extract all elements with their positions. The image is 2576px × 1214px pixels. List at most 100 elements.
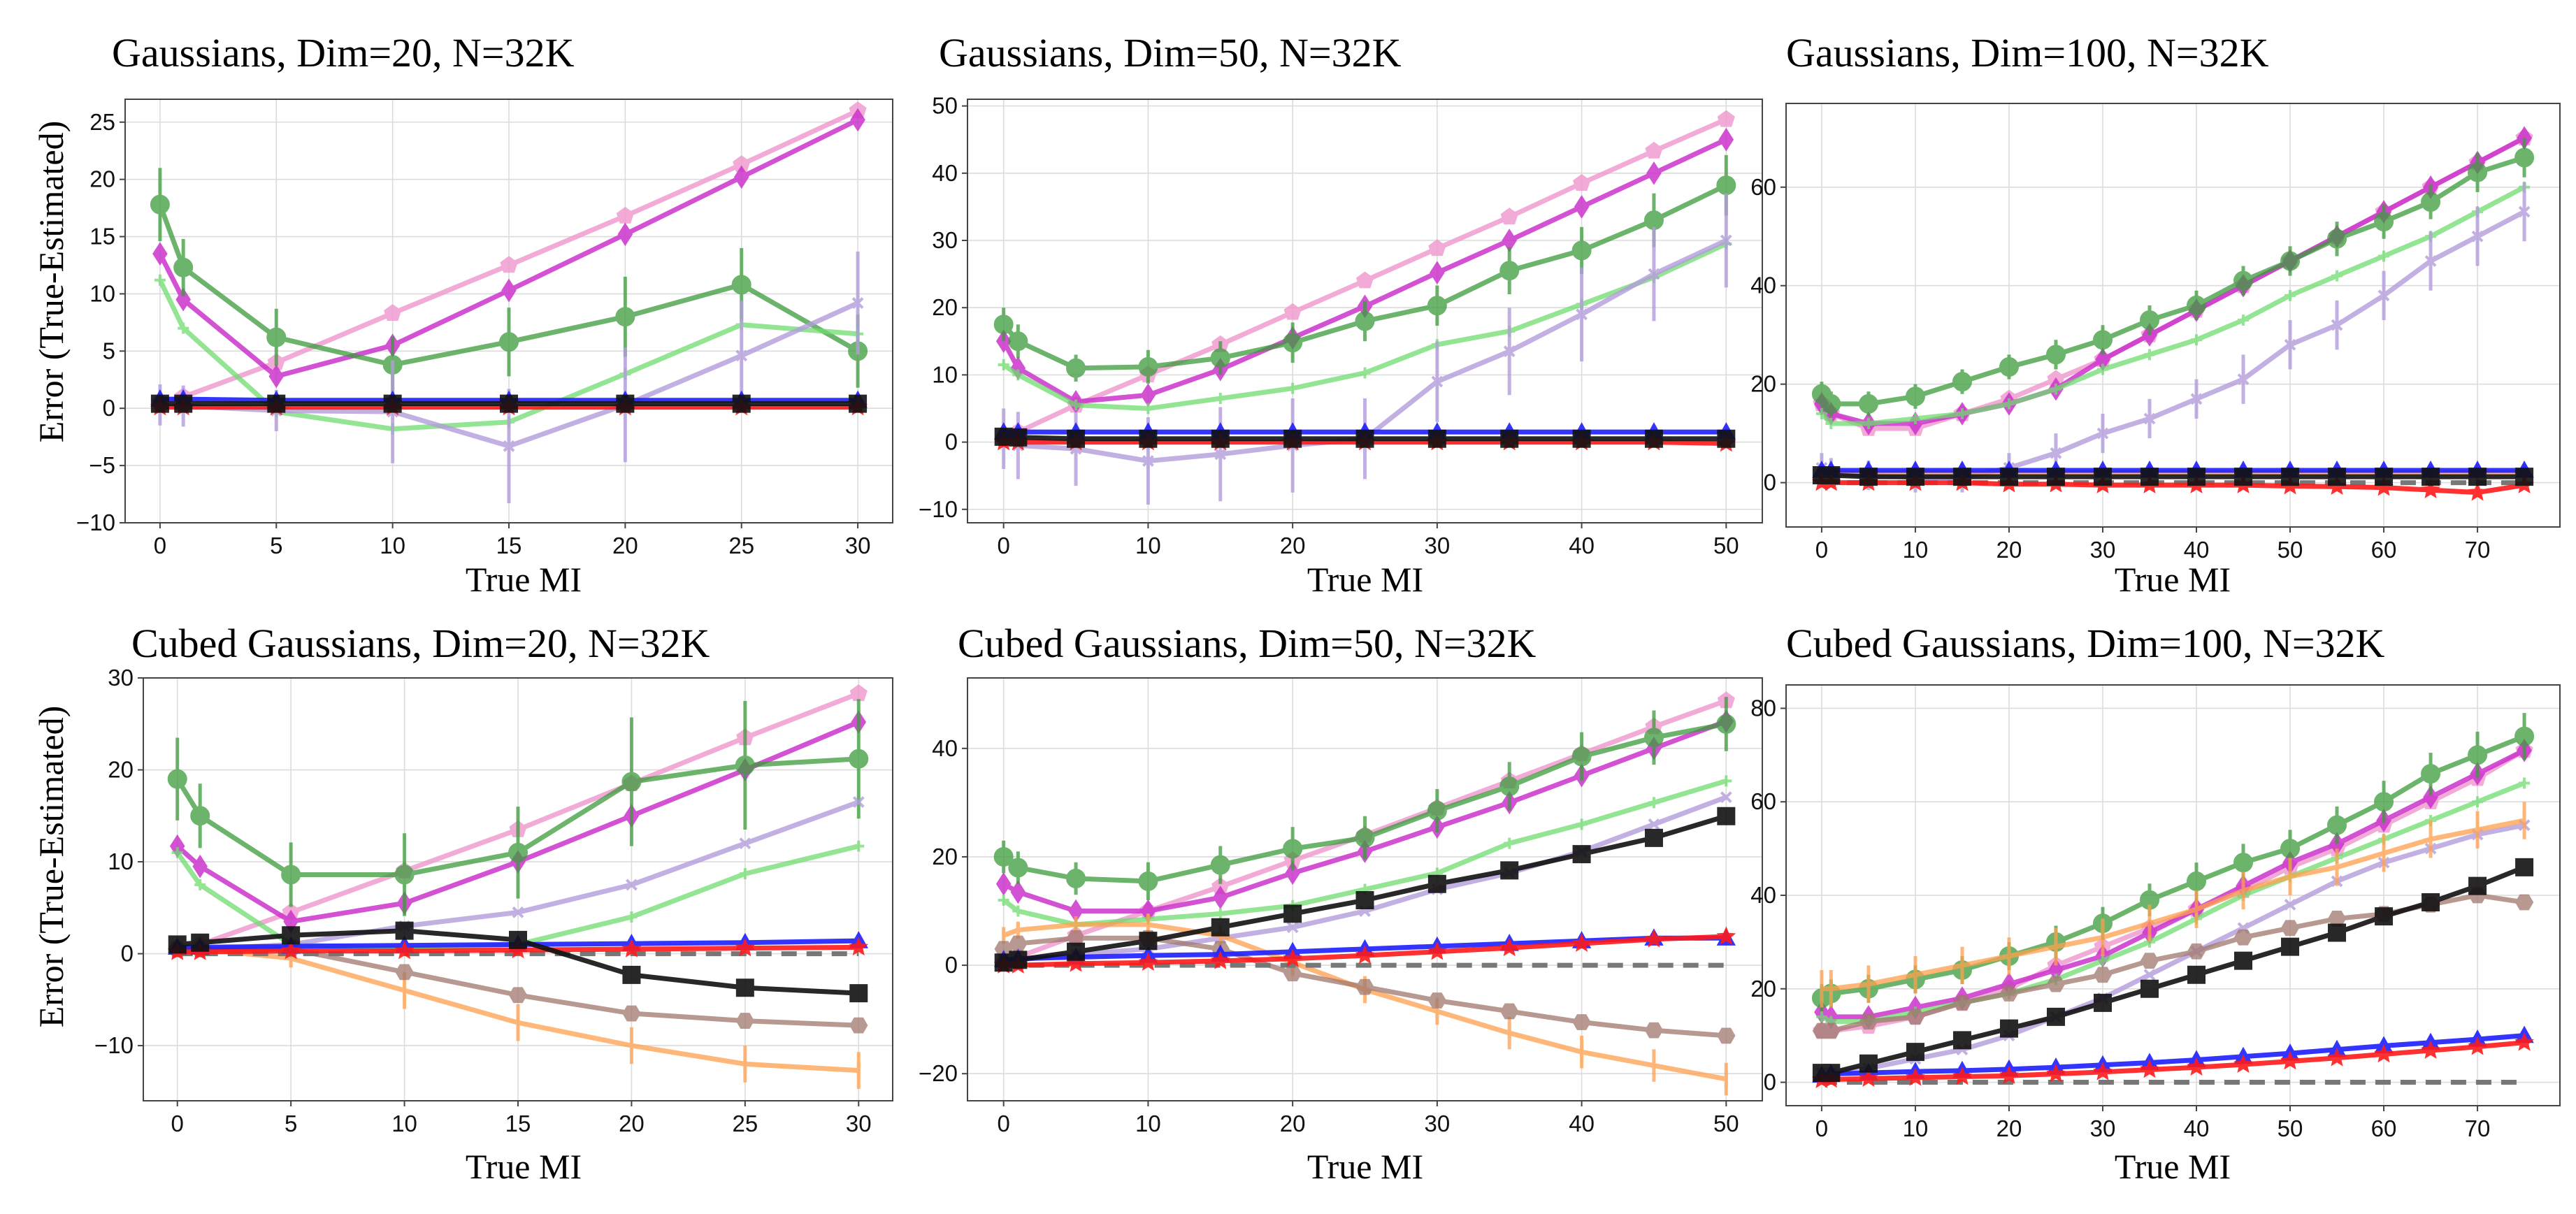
data-point [173,257,194,277]
data-point [2187,943,2206,960]
data-point [171,846,183,858]
data-point [2284,338,2296,351]
data-point [733,165,749,189]
y-tick-label: 20 [89,166,115,192]
data-point [1283,948,1303,967]
data-point [2519,777,2531,789]
panel-cubed-gaussians-dim50: Cubed Gaussians, Dim=50, N=32K True MI 0… [919,621,1763,1186]
series-red [167,937,869,960]
data-point [622,965,641,984]
y-tick-label: 30 [932,227,958,253]
data-point [1716,926,1736,945]
x-axis-label: True MI [2115,560,2231,599]
data-point [395,921,414,940]
data-point [1716,714,1736,734]
x-tick-label: 40 [2184,537,2210,563]
data-point [995,329,1012,354]
x-tick-label: 30 [2090,1115,2116,1141]
data-point [1906,1043,1924,1062]
y-tick-label: 60 [1750,788,1776,814]
panel-title: Cubed Gaussians, Dim=50, N=32K [958,621,1537,666]
x-tick-label: 10 [1903,537,1929,563]
data-point [1571,240,1592,261]
data-point [993,315,1014,335]
data-point [1066,358,1086,378]
y-tick-label: 50 [932,93,958,119]
data-point [2233,929,2253,946]
data-point [2140,953,2159,969]
data-point [1359,367,1371,379]
y-tick-label: 20 [108,757,134,783]
series-black [994,807,1736,972]
data-point [1571,933,1592,952]
x-axis-label: True MI [1307,1147,1423,1186]
data-point [2143,412,2156,425]
data-point [2096,427,2109,440]
data-point [1571,746,1592,767]
data-point [1815,1011,1827,1022]
y-tick-label: 0 [945,952,958,978]
data-point [2187,871,2207,891]
data-point [512,906,524,918]
data-point [739,837,751,850]
x-tick-label: 20 [1280,533,1306,558]
series-orange [1820,802,2526,1008]
y-tick-label: 0 [1764,1069,1776,1095]
plot-area: 0 10 20 30 40 50 60 70 0 20 40 60 [1750,103,2561,563]
data-point [2187,468,2206,486]
data-point [1427,296,1447,316]
data-point [1214,908,1226,920]
x-tick-label: 15 [496,533,522,558]
series-black [150,394,868,413]
data-point [850,108,865,132]
data-point [1999,1065,2019,1085]
data-point [1428,239,1446,256]
data-point [2515,858,2534,876]
data-point [2238,315,2250,326]
x-axis-label: True MI [1307,560,1423,599]
data-point [1644,828,1663,847]
panel-gaussians-dim50: Gaussians, Dim=50, N=32K True MI 0 10 20 30… [919,30,1763,599]
data-point [2375,907,2394,926]
data-point [2422,893,2440,912]
data-point [2515,468,2534,486]
data-point [1717,807,1736,825]
data-point [281,865,301,885]
x-tick-label: 50 [2278,1115,2303,1141]
series-black [168,921,868,1003]
data-point [1210,348,1230,368]
data-point [499,332,519,352]
data-point [2050,383,2061,395]
data-point [1576,818,1588,830]
x-tick-label: 50 [2278,537,2303,563]
data-point [1500,861,1519,880]
data-point [1503,345,1516,358]
data-point [194,879,206,890]
data-point [384,304,402,321]
axes-frame [967,99,1763,523]
data-point [1140,383,1156,407]
data-point [2003,398,2015,410]
series-line [1002,721,1727,884]
data-point [849,749,869,769]
y-tick-label: 40 [932,160,958,186]
panel-cubed-gaussians-dim20: Cubed Gaussians, Dim=20, N=32K True MI E… [31,621,893,1186]
data-point [2046,468,2065,486]
data-point [2093,468,2112,486]
x-axis-label: True MI [2115,1147,2231,1186]
panel-title: Gaussians, Dim=20, N=32K [112,30,575,75]
x-tick-label: 0 [998,533,1010,558]
data-point [2284,289,2296,301]
data-point [2468,876,2487,895]
panel-gaussians-dim20: Gaussians, Dim=20, N=32K True MI Error (… [31,30,893,599]
data-point [1644,929,1664,948]
y-tick-label: 15 [89,224,115,250]
data-point [849,1017,868,1034]
data-point [267,394,286,413]
data-point [2468,745,2488,765]
data-point [1283,333,1303,353]
data-point [849,394,868,413]
axes-frame [967,677,1763,1101]
data-point [2514,894,2534,911]
data-point [175,287,191,312]
